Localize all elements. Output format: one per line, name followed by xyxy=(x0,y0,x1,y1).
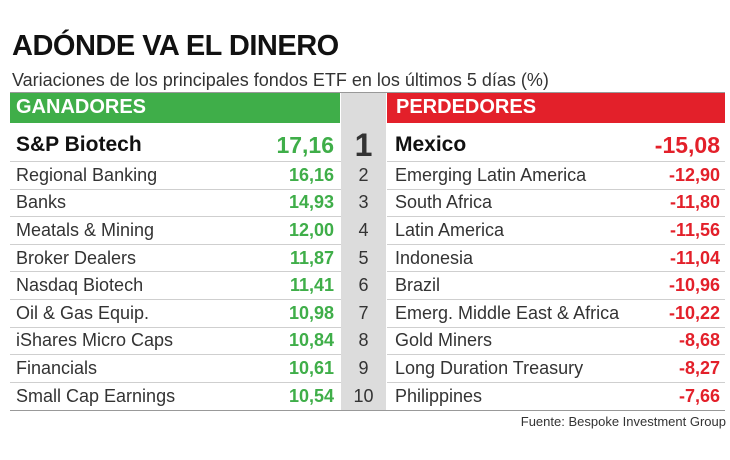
winner-value: 16,16 xyxy=(288,164,334,185)
row-separator xyxy=(10,243,341,245)
loser-value: -7,66 xyxy=(678,385,720,406)
loser-name: South Africa xyxy=(395,192,493,213)
winner-value: 12,00 xyxy=(288,220,334,240)
rank: 6 xyxy=(358,275,369,296)
row-separator xyxy=(10,299,341,300)
rank: 10 xyxy=(353,385,374,406)
row-separator xyxy=(387,216,725,218)
row-separator xyxy=(10,354,341,356)
loser-value: -10,22 xyxy=(668,302,720,323)
rank-column xyxy=(341,93,386,411)
title: ADÓNDE VA EL DINERO xyxy=(12,30,339,62)
rank: 3 xyxy=(358,192,369,213)
winner-name: Financials xyxy=(16,358,98,378)
row-separator xyxy=(387,381,725,383)
loser-value: -15,08 xyxy=(654,132,720,158)
loser-name: Long Duration Treasury xyxy=(395,358,584,378)
winner-value: 14,93 xyxy=(288,192,334,213)
rank: 8 xyxy=(358,330,369,351)
winner-name: Banks xyxy=(16,192,67,213)
winner-value: 10,61 xyxy=(288,358,334,378)
winner-name: iShares Micro Caps xyxy=(16,330,174,351)
rank: 4 xyxy=(358,220,369,240)
winner-name: Broker Dealers xyxy=(16,247,137,268)
row-separator xyxy=(10,216,341,218)
winner-name: Regional Banking xyxy=(16,164,158,185)
winner-name: Small Cap Earnings xyxy=(16,385,176,406)
winner-name: S&P Biotech xyxy=(16,133,142,156)
row-separator xyxy=(10,381,341,383)
winners-bar xyxy=(10,93,340,123)
row-separator xyxy=(387,243,725,245)
source: Fuente: Bespoke Investment Group xyxy=(520,414,726,429)
rank: 5 xyxy=(358,247,369,268)
row-separator xyxy=(10,188,341,190)
loser-value: -10,96 xyxy=(668,275,720,296)
winner-value: 11,41 xyxy=(289,275,334,296)
bottom-rule xyxy=(10,410,725,412)
row-separator xyxy=(387,188,725,190)
row-separator xyxy=(10,161,341,162)
rank: 2 xyxy=(358,164,369,185)
loser-value: -11,04 xyxy=(669,247,720,268)
loser-name: Indonesia xyxy=(395,247,474,268)
loser-name: Philippines xyxy=(395,385,483,406)
loser-value: -11,80 xyxy=(669,192,720,213)
row-separator xyxy=(10,326,341,328)
winner-value: 10,84 xyxy=(288,330,334,351)
loser-value: -8,27 xyxy=(678,358,720,378)
loser-name: Latin America xyxy=(395,220,505,240)
row-separator xyxy=(387,354,725,356)
loser-name: Mexico xyxy=(395,133,467,156)
rank: 9 xyxy=(358,358,369,378)
winner-name: Oil & Gas Equip. xyxy=(16,302,150,323)
loser-name: Emerging Latin America xyxy=(395,164,587,185)
winner-value: 10,54 xyxy=(288,385,334,406)
row-separator xyxy=(387,161,725,162)
winner-value: 17,16 xyxy=(276,132,334,158)
winners-heading: GANADORES xyxy=(16,96,147,118)
loser-name: Emerg. Middle East & Africa xyxy=(395,302,620,323)
row-separator xyxy=(387,271,725,273)
row-separator xyxy=(10,271,341,273)
winner-value: 10,98 xyxy=(288,302,334,323)
winner-name: Nasdaq Biotech xyxy=(16,275,144,296)
loser-name: Gold Miners xyxy=(395,330,493,351)
row-separator xyxy=(387,326,725,328)
row-separator xyxy=(387,299,725,300)
loser-name: Brazil xyxy=(395,275,441,296)
winner-value: 11,87 xyxy=(289,247,334,268)
losers-bar xyxy=(387,93,725,123)
loser-value: -12,90 xyxy=(668,164,720,185)
losers-heading: PERDEDORES xyxy=(396,96,537,118)
winner-name: Meatals & Mining xyxy=(16,220,155,240)
rank: 1 xyxy=(354,127,373,163)
loser-value: -11,56 xyxy=(669,220,720,240)
rank: 7 xyxy=(358,302,369,323)
subtitle: Variaciones de los principales fondos ET… xyxy=(12,70,549,90)
rule xyxy=(10,92,725,93)
loser-value: -8,68 xyxy=(678,330,720,351)
